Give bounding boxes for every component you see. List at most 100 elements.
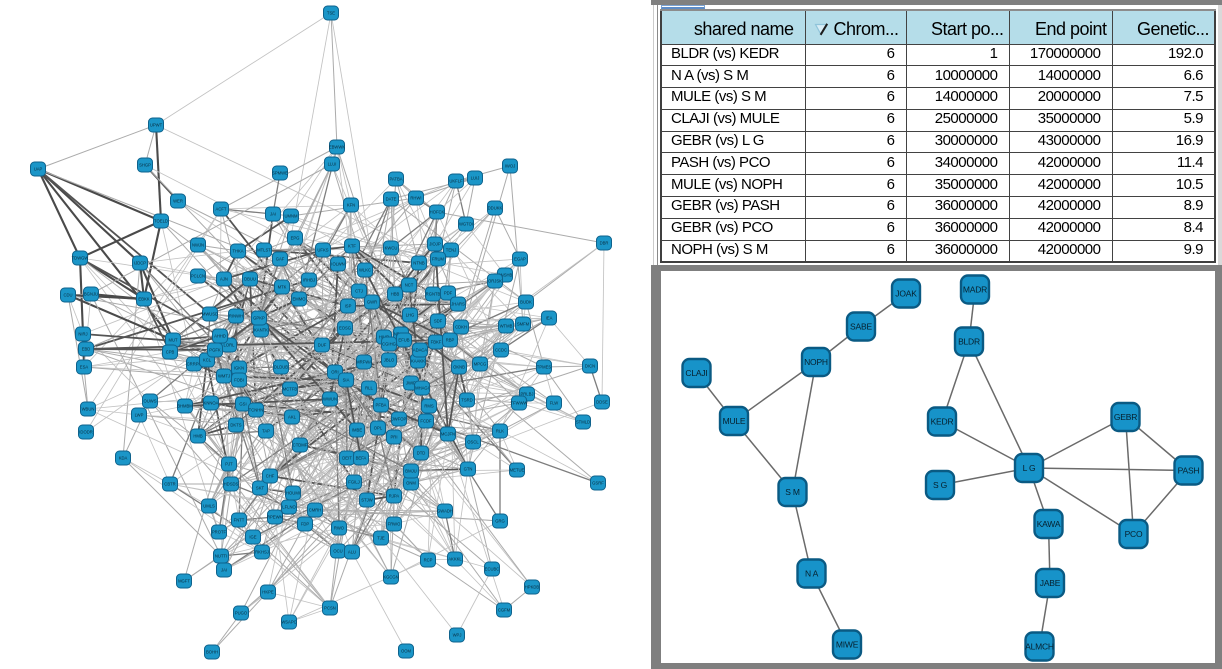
svg-text:MWUSD: MWUSD <box>202 312 218 317</box>
svg-text:OKNB: OKNB <box>453 365 465 370</box>
svg-text:CPB: CPB <box>166 350 175 355</box>
svg-text:PRLBJ: PRLBJ <box>520 392 533 397</box>
svg-text:HKPE: HKPE <box>262 590 274 595</box>
svg-text:KWCU: KWCU <box>385 246 398 251</box>
svg-text:PASH: PASH <box>1178 466 1200 476</box>
svg-text:KFN: KFN <box>347 203 355 208</box>
svg-text:MGFT: MGFT <box>178 579 190 584</box>
svg-text:KANTK: KANTK <box>254 328 268 333</box>
svg-text:DATE: DATE <box>386 197 397 202</box>
svg-text:IOLWN: IOLWN <box>331 262 344 267</box>
svg-text:THKA: THKA <box>232 249 243 254</box>
svg-text:AKL: AKL <box>288 415 297 420</box>
svg-text:METUE: METUE <box>510 468 525 473</box>
svg-text:KEDR: KEDR <box>931 417 954 427</box>
svg-text:GTN: GTN <box>464 467 473 472</box>
svg-text:PCSN: PCSN <box>324 606 336 611</box>
svg-text:UPWT: UPWT <box>150 123 163 128</box>
svg-text:PUGO: PUGO <box>235 611 248 616</box>
svg-text:TSRD: TSRD <box>461 398 472 403</box>
svg-text:CHF: CHF <box>266 474 275 479</box>
svg-text:LHG: LHG <box>406 313 415 318</box>
svg-text:DTD: DTD <box>417 451 426 456</box>
svg-text:EBD: EBD <box>82 347 91 352</box>
svg-text:JIOJP: JIOJP <box>429 242 441 247</box>
svg-text:KAWA: KAWA <box>1037 519 1061 529</box>
svg-text:ADACA: ADACA <box>413 348 428 353</box>
svg-text:DBR: DBR <box>600 241 609 246</box>
svg-text:CGFM: CGFM <box>498 608 511 613</box>
svg-text:PROTF: PROTF <box>212 530 227 535</box>
svg-text:WWUN: WWUN <box>323 397 337 402</box>
svg-text:UAP: UAP <box>34 167 43 172</box>
svg-text:SPMWE: SPMWE <box>272 171 288 176</box>
svg-text:PCO: PCO <box>1125 529 1143 539</box>
svg-text:DLDUB: DLDUB <box>274 365 288 370</box>
svg-text:STJW: STJW <box>361 498 372 503</box>
svg-text:RJPA: RJPA <box>389 494 400 499</box>
svg-text:HPKDB: HPKDB <box>525 585 540 590</box>
svg-text:GPKP: GPKP <box>253 316 265 321</box>
svg-text:KGCGN: KGCGN <box>383 575 398 580</box>
svg-text:BHMBM: BHMBM <box>177 404 193 409</box>
svg-text:CCDC: CCDC <box>495 348 507 353</box>
svg-text:RMS: RMS <box>424 404 434 409</box>
svg-text:OOM: OOM <box>401 649 412 654</box>
svg-text:IDODR: IDODR <box>79 430 93 435</box>
svg-text:KTF: KTF <box>348 244 356 249</box>
svg-text:TENJ: TENJ <box>446 248 456 253</box>
svg-text:AJN: AJN <box>220 277 228 282</box>
svg-text:S G: S G <box>933 480 947 490</box>
svg-text:LFLNO: LFLNO <box>282 505 296 510</box>
svg-text:KDA: KDA <box>119 456 128 461</box>
svg-text:CBTR: CBTR <box>164 482 175 487</box>
svg-text:NUTTI: NUTTI <box>215 554 227 559</box>
svg-text:GAF: GAF <box>276 257 285 262</box>
svg-text:MADR: MADR <box>963 285 987 295</box>
svg-text:UKFLF: UKFLF <box>449 179 463 184</box>
svg-text:WGTOI: WGTOI <box>459 222 473 227</box>
svg-text:KNNOA: KNNOA <box>204 401 219 406</box>
svg-text:FBKF: FBKF <box>431 340 442 345</box>
svg-text:BEFA: BEFA <box>356 456 367 461</box>
svg-text:FGILJ: FGILJ <box>348 480 359 485</box>
svg-text:EMMO: EMMO <box>292 297 306 302</box>
svg-text:RHWI: RHWI <box>410 196 421 201</box>
svg-text:IRHBJ: IRHBJ <box>303 278 315 283</box>
svg-text:FRUM: FRUM <box>432 257 445 262</box>
svg-text:GSI: GSI <box>239 402 246 407</box>
svg-text:PATBA: PATBA <box>389 177 402 182</box>
svg-text:SABE: SABE <box>850 322 872 332</box>
svg-text:WSAPC: WSAPC <box>281 620 296 625</box>
svg-text:TPMES: TPMES <box>537 365 552 370</box>
svg-text:SDF: SDF <box>434 319 443 324</box>
svg-text:PRI: PRI <box>391 435 398 440</box>
svg-text:MRFWA: MRFWA <box>356 360 372 365</box>
svg-text:LORL: LORL <box>224 343 236 348</box>
svg-text:CLAJI: CLAJI <box>685 368 707 378</box>
svg-text:HDSDS: HDSDS <box>224 482 239 487</box>
svg-text:JWFOP: JWFOP <box>392 417 407 422</box>
svg-text:OSCL: OSCL <box>467 440 479 445</box>
svg-text:SHGP: SHGP <box>139 163 151 168</box>
svg-text:MUT: MUT <box>168 338 178 343</box>
svg-text:BUDK: BUDK <box>520 300 532 305</box>
svg-text:RKHSJ: RKHSJ <box>255 550 269 555</box>
svg-text:DDUKK: DDUKK <box>488 206 503 211</box>
svg-text:SIA: SIA <box>343 378 350 383</box>
svg-text:N A: N A <box>805 569 819 579</box>
svg-text:NTNB: NTNB <box>413 261 425 266</box>
svg-text:BOHH: BOHH <box>206 650 218 655</box>
svg-text:TFWWW: TFWWW <box>511 401 528 406</box>
svg-text:EPG: EPG <box>291 236 300 241</box>
svg-text:EGAP: EGAP <box>514 257 526 262</box>
svg-text:KAAKK: KAAKK <box>411 359 425 364</box>
svg-text:EOSG: EOSG <box>339 326 351 331</box>
svg-text:EBKK: EBKK <box>138 297 149 302</box>
svg-text:GWADH: GWADH <box>437 509 453 514</box>
svg-text:JHARS: JHARS <box>451 302 465 307</box>
svg-text:BMJU: BMJU <box>405 469 416 474</box>
svg-text:OUWS: OUWS <box>143 399 156 404</box>
svg-text:FRWO: FRWO <box>388 522 401 527</box>
svg-text:KCL: KCL <box>203 358 212 363</box>
